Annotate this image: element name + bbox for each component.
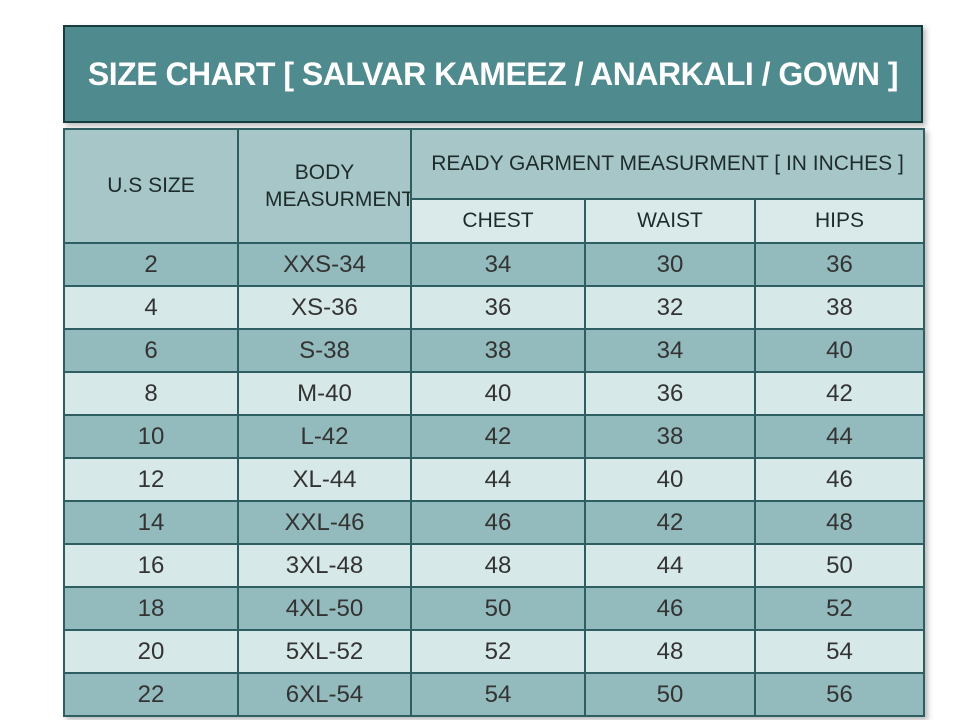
- cell-hips: 42: [753, 371, 926, 416]
- cell-waist: 42: [584, 500, 756, 545]
- cell-us-size: 10: [63, 414, 239, 459]
- table-header: U.S SIZE BODY MEASURMENT READY GARMENT M…: [63, 128, 926, 244]
- cell-waist: 34: [584, 328, 756, 373]
- cell-chest: 34: [410, 242, 586, 287]
- cell-us-size: 16: [63, 543, 239, 588]
- cell-chest: 50: [410, 586, 586, 631]
- table-row: 22 6XL-54 54 50 56: [63, 672, 926, 717]
- cell-hips: 54: [753, 629, 926, 674]
- cell-chest: 44: [410, 457, 586, 502]
- cell-us-size: 4: [63, 285, 239, 330]
- table-row: 18 4XL-50 50 46 52: [63, 586, 926, 631]
- cell-body-measurement: XS-36: [237, 285, 412, 330]
- cell-body-measurement: 6XL-54: [237, 672, 412, 717]
- cell-waist: 46: [584, 586, 756, 631]
- cell-chest: 40: [410, 371, 586, 416]
- table-row: 12 XL-44 44 40 46: [63, 457, 926, 502]
- cell-waist: 30: [584, 242, 756, 287]
- cell-chest: 54: [410, 672, 586, 717]
- size-table: U.S SIZE BODY MEASURMENT READY GARMENT M…: [63, 128, 926, 717]
- cell-us-size: 22: [63, 672, 239, 717]
- col-header-chest: CHEST: [410, 198, 586, 244]
- col-header-ready-garment: READY GARMENT MEASURMENT [ IN INCHES ]: [409, 128, 926, 200]
- cell-hips: 48: [753, 500, 926, 545]
- cell-chest: 38: [410, 328, 586, 373]
- cell-body-measurement: 3XL-48: [237, 543, 412, 588]
- table-row: 16 3XL-48 48 44 50: [63, 543, 926, 588]
- col-header-waist: WAIST: [584, 198, 756, 244]
- table-row: 6 S-38 38 34 40: [63, 328, 926, 373]
- header-row-sub: CHEST WAIST HIPS: [64, 198, 926, 244]
- table-row: 4 XS-36 36 32 38: [63, 285, 926, 330]
- cell-body-measurement: S-38: [237, 328, 412, 373]
- table-row: 10 L-42 42 38 44: [63, 414, 926, 459]
- table-body: 2 XXS-34 34 30 36 4 XS-36 36 32 38 6 S-38 38 34 40 8 M-4…: [63, 242, 926, 717]
- cell-chest: 48: [410, 543, 586, 588]
- cell-us-size: 6: [63, 328, 239, 373]
- cell-body-measurement: XXL-46: [237, 500, 412, 545]
- size-chart-panel: SIZE CHART [ SALVAR KAMEEZ / ANARKALI / …: [63, 25, 926, 717]
- col-header-body-measurement: BODY MEASURMENT: [237, 128, 412, 244]
- cell-us-size: 8: [63, 371, 239, 416]
- cell-us-size: 12: [63, 457, 239, 502]
- header-row-top: U.S SIZE BODY MEASURMENT READY GARMENT M…: [63, 128, 926, 244]
- cell-us-size: 18: [63, 586, 239, 631]
- chart-title: SIZE CHART [ SALVAR KAMEEZ / ANARKALI / …: [87, 55, 899, 92]
- cell-hips: 40: [753, 328, 926, 373]
- cell-hips: 36: [753, 242, 926, 287]
- cell-hips: 52: [753, 586, 926, 631]
- cell-chest: 42: [410, 414, 586, 459]
- cell-hips: 46: [753, 457, 926, 502]
- cell-body-measurement: 5XL-52: [237, 629, 412, 674]
- cell-waist: 40: [584, 457, 756, 502]
- cell-body-measurement: L-42: [237, 414, 412, 459]
- cell-hips: 50: [753, 543, 926, 588]
- cell-hips: 56: [753, 672, 926, 717]
- cell-waist: 48: [584, 629, 756, 674]
- cell-hips: 38: [753, 285, 926, 330]
- cell-waist: 44: [584, 543, 756, 588]
- table-row: 20 5XL-52 52 48 54: [63, 629, 926, 674]
- cell-chest: 52: [410, 629, 586, 674]
- table-row: 2 XXS-34 34 30 36: [63, 242, 926, 287]
- cell-us-size: 2: [63, 242, 239, 287]
- cell-waist: 38: [584, 414, 756, 459]
- col-header-us-size: U.S SIZE: [63, 128, 239, 244]
- cell-us-size: 20: [63, 629, 239, 674]
- cell-chest: 36: [410, 285, 586, 330]
- col-header-hips: HIPS: [753, 198, 926, 244]
- chart-title-bar: SIZE CHART [ SALVAR KAMEEZ / ANARKALI / …: [63, 25, 923, 123]
- cell-waist: 36: [584, 371, 756, 416]
- cell-body-measurement: M-40: [237, 371, 412, 416]
- cell-waist: 32: [584, 285, 756, 330]
- table-row: 14 XXL-46 46 42 48: [63, 500, 926, 545]
- cell-us-size: 14: [63, 500, 239, 545]
- cell-body-measurement: XL-44: [237, 457, 412, 502]
- cell-hips: 44: [753, 414, 926, 459]
- cell-body-measurement: XXS-34: [237, 242, 412, 287]
- cell-body-measurement: 4XL-50: [237, 586, 412, 631]
- cell-waist: 50: [584, 672, 756, 717]
- cell-chest: 46: [410, 500, 586, 545]
- table-row: 8 M-40 40 36 42: [63, 371, 926, 416]
